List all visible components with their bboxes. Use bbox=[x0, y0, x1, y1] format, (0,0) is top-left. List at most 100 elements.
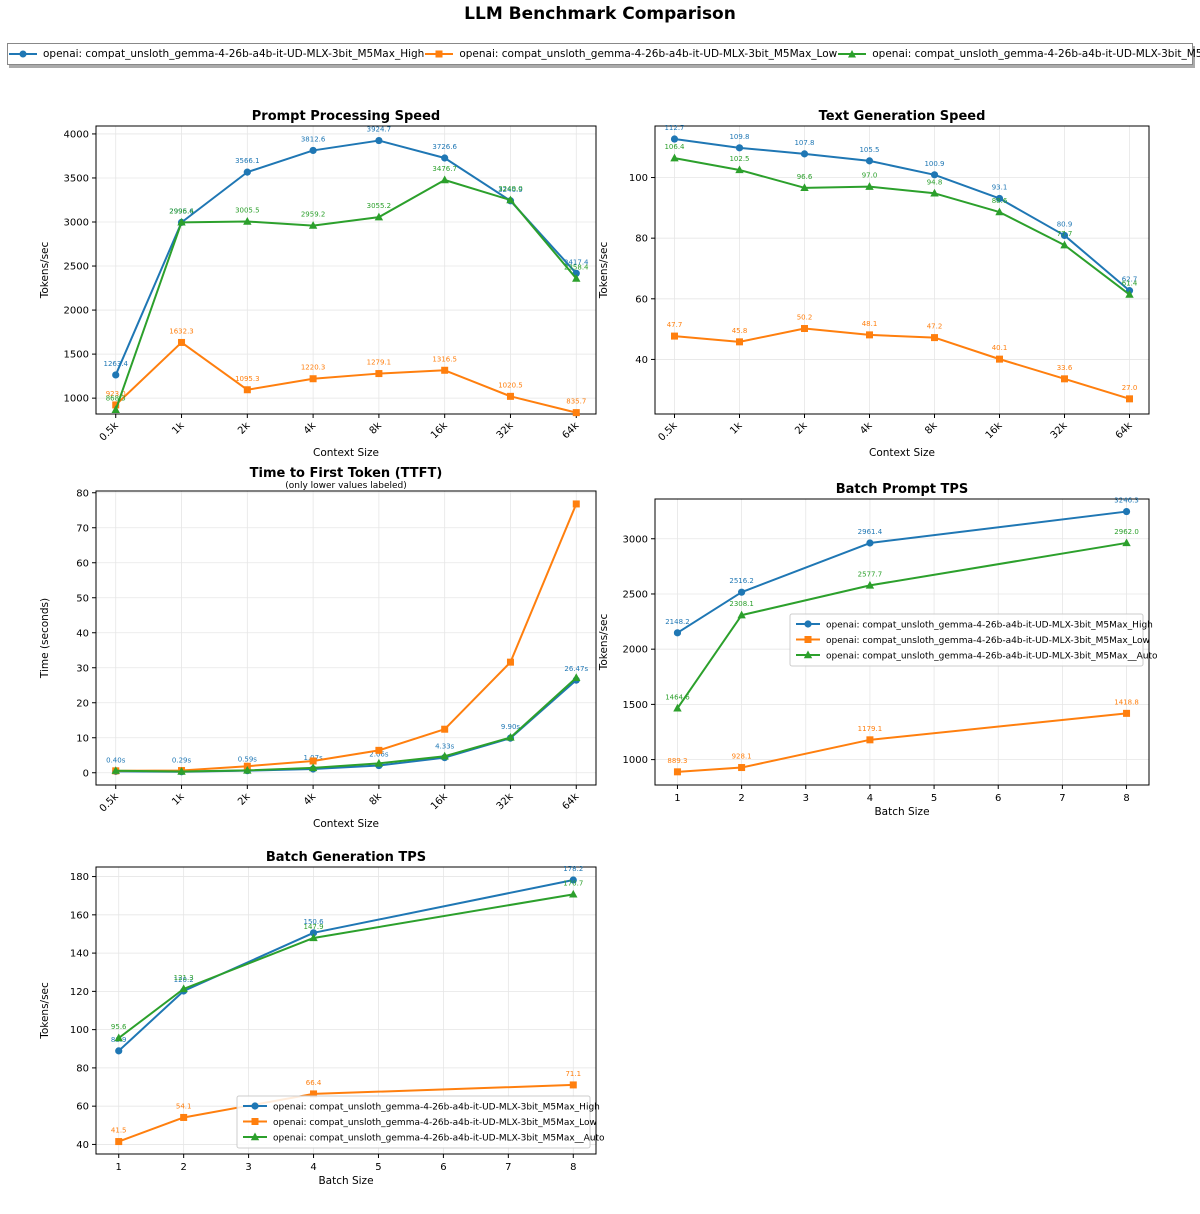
figure-title: LLM Benchmark Comparison bbox=[464, 4, 736, 24]
tg-data-label-low-3: 48.1 bbox=[862, 320, 878, 328]
ttft-xtick-label-5: 16k bbox=[429, 791, 450, 812]
bp-point-low-0 bbox=[673, 768, 681, 776]
bg-data-label-auto-1: 121.3 bbox=[174, 974, 194, 982]
bp-legend-marker-low bbox=[804, 636, 812, 643]
tg-point-high-0 bbox=[670, 135, 679, 143]
tg-point-auto-4 bbox=[930, 188, 939, 197]
bg-axes-frame bbox=[95, 866, 597, 1155]
figure-legend: openai: compat_unsloth_gemma-4-26b-a4b-i… bbox=[7, 43, 1200, 65]
bp-xtick-label-0: 1 bbox=[674, 793, 680, 804]
ttft-data-label-high-7: 26.47s bbox=[564, 665, 588, 673]
bg-xtick-label-6: 7 bbox=[505, 1162, 511, 1173]
legend-swatch-high bbox=[9, 50, 37, 58]
pp-data-label-auto-6: 3249.0 bbox=[498, 185, 523, 193]
pp-ytick-label-4: 3000 bbox=[64, 218, 89, 229]
pp-point-low-2 bbox=[243, 386, 251, 394]
bp-data-label-low-3: 1418.8 bbox=[1114, 698, 1139, 706]
ttft-point-low-7 bbox=[572, 500, 580, 508]
bp-axes-frame bbox=[654, 498, 1150, 786]
pp-xtick-label-5: 16k bbox=[429, 420, 450, 441]
bp-legend: openai: compat_unsloth_gemma-4-26b-a4b-i… bbox=[789, 613, 1158, 667]
tg-ytick-label-0: 40 bbox=[635, 355, 648, 366]
tg-data-label-high-6: 80.9 bbox=[1057, 220, 1073, 228]
tg-data-label-high-1: 109.8 bbox=[729, 133, 749, 141]
bp-point-low-3 bbox=[1123, 709, 1131, 717]
tg-data-label-auto-3: 97.0 bbox=[862, 172, 878, 180]
pp-xtick-label-0: 0.5k bbox=[98, 420, 121, 443]
bg-ytick-label-2: 80 bbox=[76, 1063, 89, 1074]
bg-point-auto-0 bbox=[114, 1033, 123, 1042]
ttft-ytick-label-1: 10 bbox=[76, 733, 89, 744]
ttft-xlabel: Context Size bbox=[313, 818, 379, 830]
ttft-xtick-label-0: 0.5k bbox=[98, 791, 121, 814]
tg-xtick-label-0: 0.5k bbox=[656, 420, 679, 443]
bp-data-label-low-0: 889.3 bbox=[667, 757, 687, 765]
tg-point-auto-2 bbox=[800, 183, 809, 192]
tg-grid bbox=[655, 126, 1149, 414]
ttft-xtick-label-4: 8k bbox=[368, 791, 385, 808]
bp-point-high-0 bbox=[673, 629, 682, 637]
pp-data-label-auto-1: 2996.4 bbox=[169, 207, 194, 215]
pp-xtick-label-7: 64k bbox=[561, 420, 582, 441]
tg-axes-frame bbox=[654, 125, 1150, 415]
tg-data-label-high-2: 107.8 bbox=[794, 139, 814, 147]
bg-xtick-label-7: 8 bbox=[570, 1162, 576, 1173]
bp-xtick-label-4: 5 bbox=[931, 793, 937, 804]
pp-point-auto-3 bbox=[308, 221, 318, 229]
tg-data-label-low-6: 33.6 bbox=[1057, 364, 1073, 372]
bg-xtick-label-1: 2 bbox=[180, 1162, 186, 1173]
tg-xtick-label-2: 2k bbox=[793, 420, 810, 437]
tg-point-high-4 bbox=[930, 171, 939, 179]
tg-data-label-low-1: 45.8 bbox=[732, 327, 748, 335]
tg-data-label-low-4: 47.2 bbox=[927, 323, 943, 331]
bg-ytick-label-7: 180 bbox=[70, 872, 89, 883]
legend-label-low: openai: compat_unsloth_gemma-4-26b-a4b-i… bbox=[459, 48, 838, 60]
ttft-ytick-label-4: 40 bbox=[76, 628, 89, 639]
bp-series-auto: 1464.6 2308.1 2577.7 2962.0 bbox=[665, 528, 1139, 712]
ttft-point-auto-2 bbox=[243, 765, 252, 774]
ttft-line-low bbox=[115, 503, 578, 772]
tg-point-high-6 bbox=[1060, 231, 1069, 240]
ttft-series-low bbox=[112, 500, 580, 775]
bp-line-high bbox=[676, 510, 1127, 634]
tg-point-high-2 bbox=[800, 150, 809, 158]
ttft-point-auto-1 bbox=[177, 767, 186, 775]
pp-data-label-low-5: 1316.5 bbox=[432, 355, 457, 363]
pp-data-label-auto-3: 2959.2 bbox=[301, 211, 326, 219]
bp-ytick-label-4: 3000 bbox=[623, 534, 648, 545]
pp-line-high bbox=[114, 139, 578, 376]
tg-data-label-auto-5: 88.6 bbox=[992, 197, 1008, 205]
bg-line-high bbox=[118, 879, 574, 1052]
pp-series-high: 1263.4 2995.6 3566.1 3812.6 3924.7 3726.6 3240… bbox=[103, 126, 589, 379]
pp-series-low: 923.0 1632.3 1095.3 1220.3 1279.1 1316.5 1020.… bbox=[106, 327, 586, 417]
pp-title: Prompt Processing Speed bbox=[252, 109, 440, 124]
bp-ytick-label-2: 2000 bbox=[623, 645, 648, 656]
ttft-ytick-label-6: 60 bbox=[76, 558, 89, 569]
bg-legend-marker-low bbox=[251, 1118, 259, 1125]
bp-point-low-1 bbox=[738, 764, 746, 772]
bg-ytick-label-6: 160 bbox=[70, 910, 89, 921]
bg-line-auto bbox=[118, 893, 574, 1039]
pp-grid bbox=[96, 126, 596, 414]
bp-data-label-auto-2: 2577.7 bbox=[858, 570, 883, 578]
pp-ytick-label-1: 1500 bbox=[64, 350, 89, 361]
bp-legend-label-low: openai: compat_unsloth_gemma-4-26b-a4b-i… bbox=[826, 636, 1150, 646]
tg-point-auto-7 bbox=[1125, 290, 1134, 298]
bg-ytick-label-1: 60 bbox=[76, 1102, 89, 1113]
bp-data-label-auto-0: 1464.6 bbox=[665, 693, 690, 701]
pp-point-auto-5 bbox=[440, 175, 449, 184]
ttft-grid bbox=[96, 491, 596, 785]
tg-point-auto-6 bbox=[1060, 240, 1069, 249]
ttft-series-auto bbox=[111, 673, 581, 775]
tg-xtick-label-7: 64k bbox=[1114, 420, 1135, 441]
pp-xtick-label-4: 8k bbox=[368, 420, 385, 437]
tg-ytick-label-3: 100 bbox=[629, 173, 648, 184]
bg-point-auto-3 bbox=[569, 889, 578, 898]
ttft-ytick-label-2: 20 bbox=[76, 698, 89, 709]
ttft-data-label-high-4: 2.06s bbox=[369, 751, 389, 759]
ttft-point-auto-6 bbox=[506, 732, 515, 741]
pp-xtick-label-2: 2k bbox=[236, 420, 253, 437]
ttft-point-auto-4 bbox=[374, 758, 384, 767]
tg-point-high-3 bbox=[865, 157, 874, 165]
pp-data-label-low-1: 1632.3 bbox=[169, 327, 194, 335]
